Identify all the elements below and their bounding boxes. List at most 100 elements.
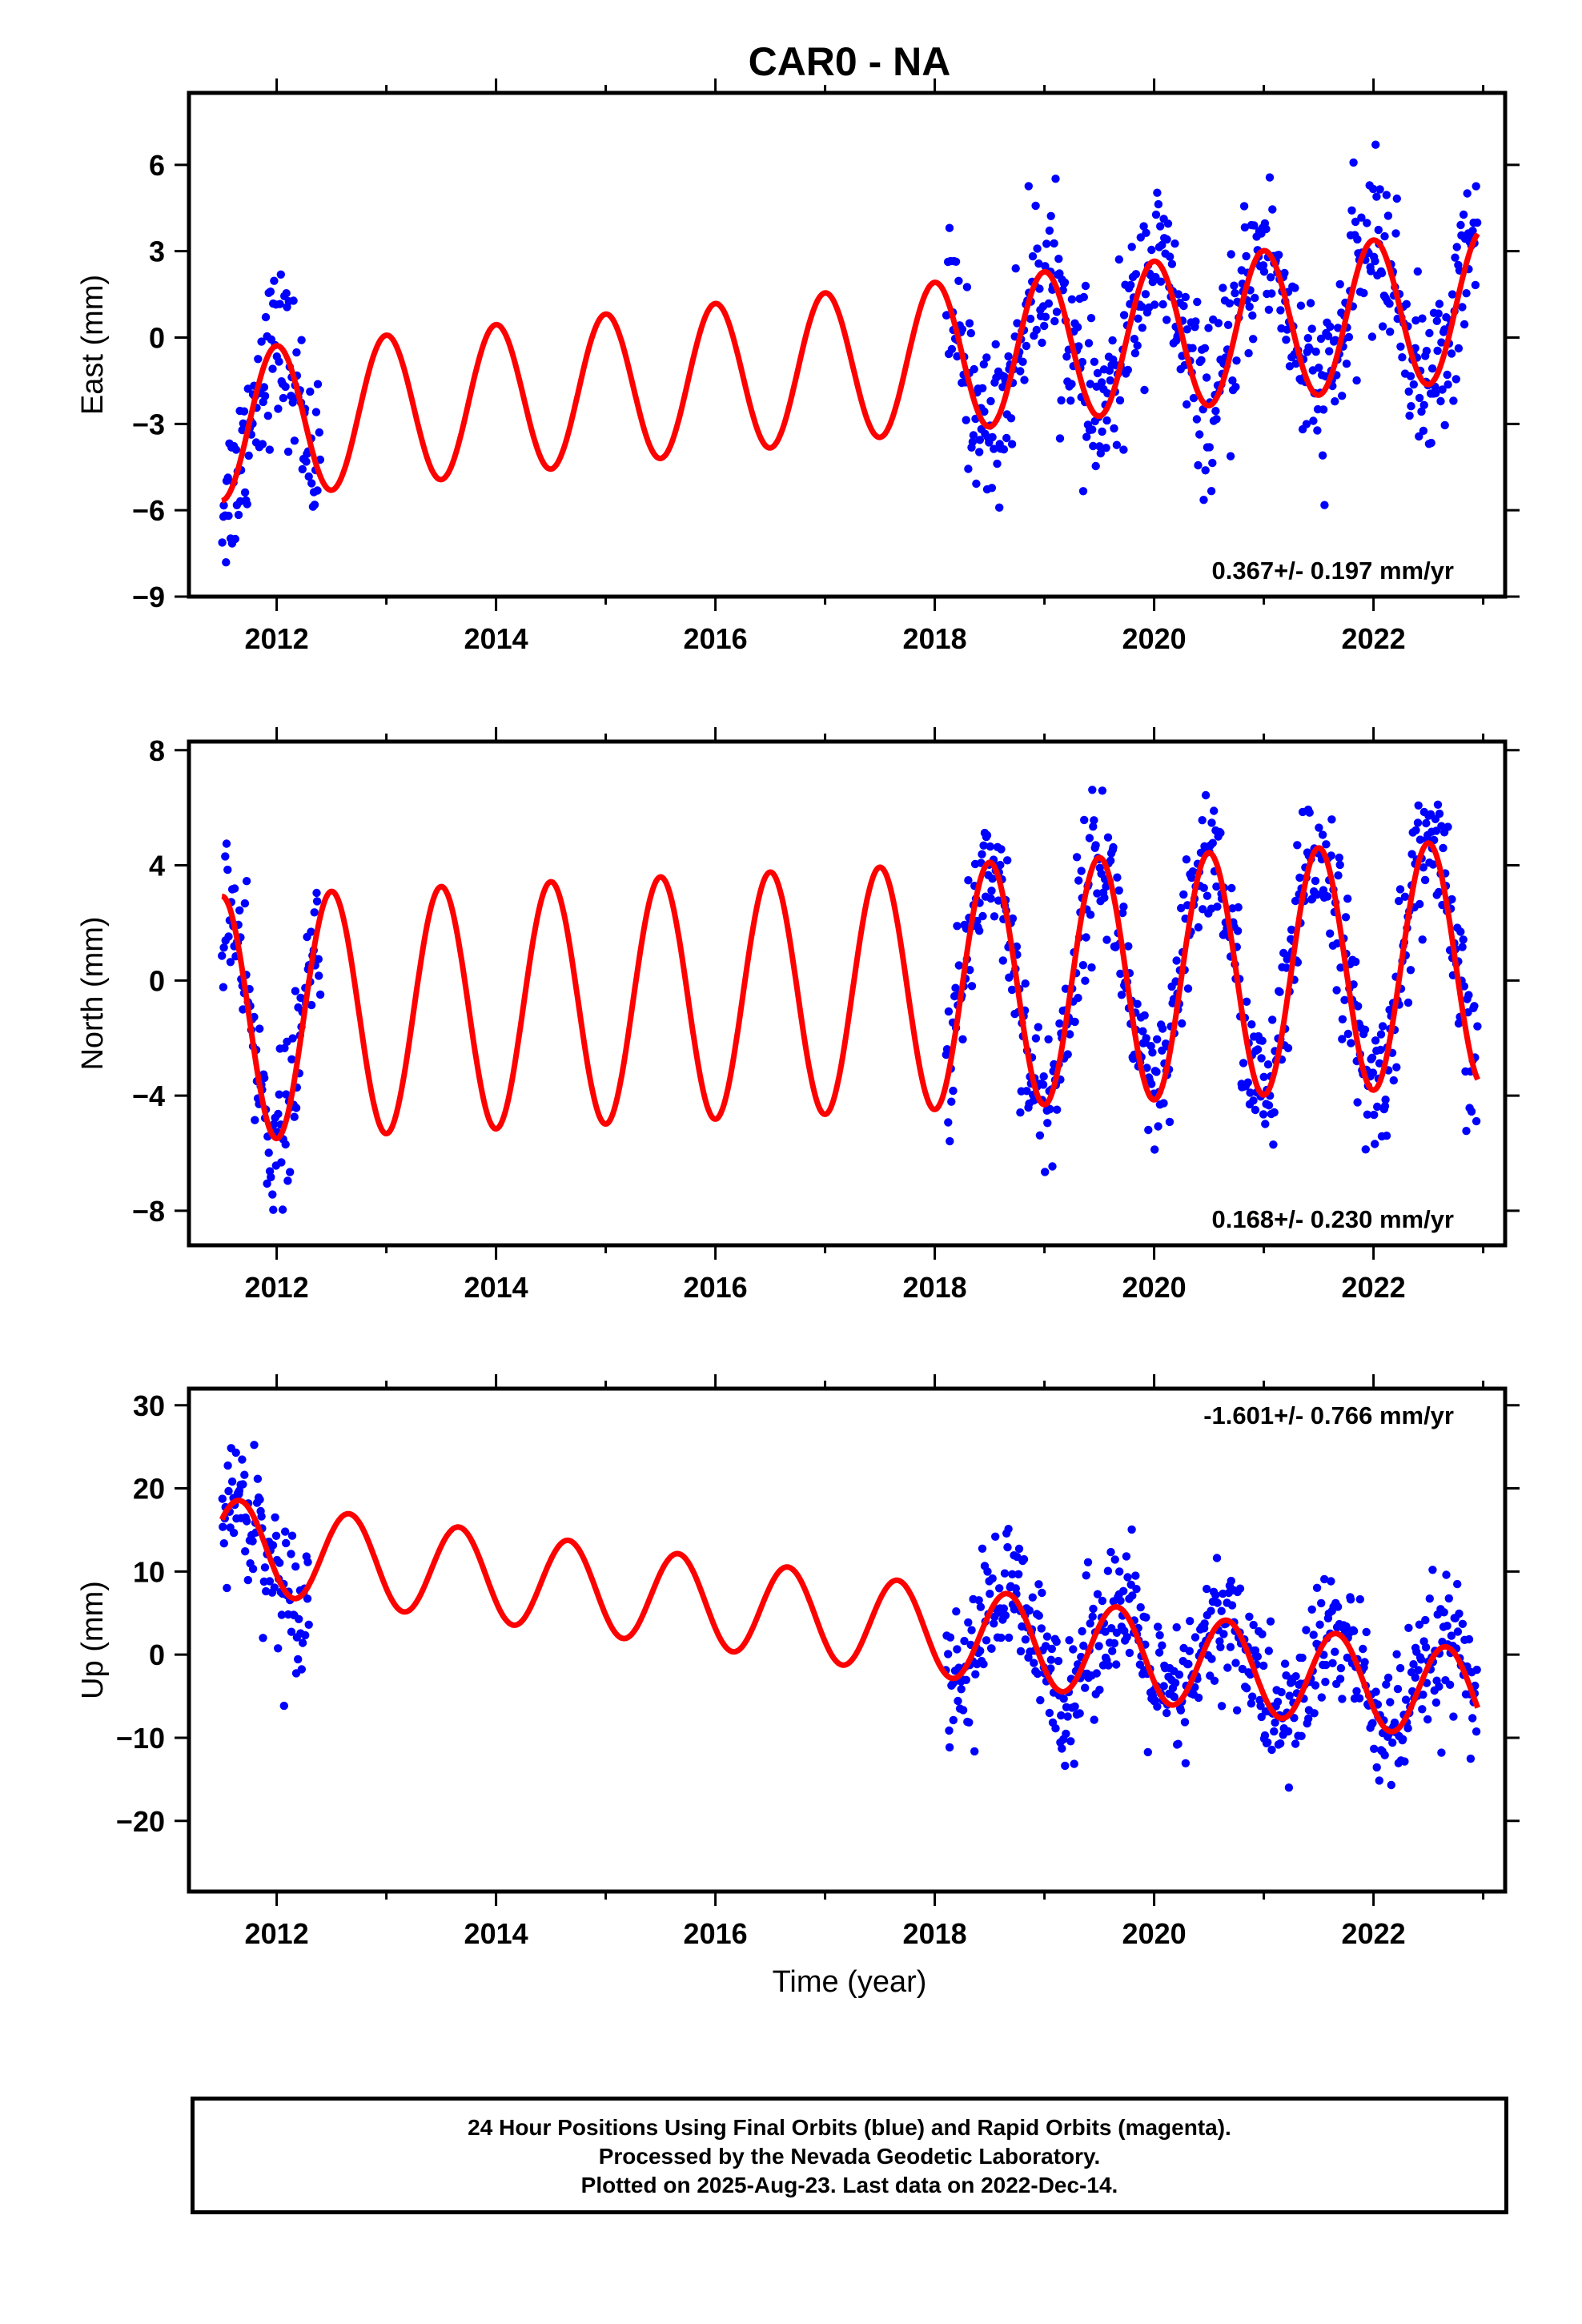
data-point xyxy=(302,457,311,466)
data-point xyxy=(958,1706,968,1715)
data-point xyxy=(1420,875,1430,885)
data-point xyxy=(1421,1642,1431,1652)
data-point xyxy=(1280,268,1289,278)
data-point xyxy=(1021,1635,1030,1644)
data-point xyxy=(1266,1617,1275,1626)
data-point xyxy=(1443,822,1452,831)
data-point xyxy=(1002,433,1011,443)
data-point xyxy=(1331,336,1340,344)
data-point xyxy=(1045,226,1054,235)
data-point xyxy=(1353,1098,1362,1107)
data-point xyxy=(970,364,978,374)
y-axis-label-north: North (mm) xyxy=(76,916,110,1070)
data-point xyxy=(1078,357,1087,367)
data-point xyxy=(1392,1650,1401,1659)
data-point xyxy=(1381,1096,1390,1104)
data-point xyxy=(315,990,325,999)
data-point xyxy=(1371,256,1379,266)
data-point xyxy=(1022,341,1031,351)
data-point xyxy=(980,407,989,416)
data-point xyxy=(1110,1555,1119,1564)
data-point xyxy=(1383,211,1393,220)
data-point xyxy=(1000,1569,1010,1578)
data-point xyxy=(1138,1027,1147,1036)
data-point xyxy=(1123,1573,1132,1582)
y-tick-label: 0 xyxy=(149,1638,165,1671)
data-point xyxy=(1147,1080,1156,1088)
data-point xyxy=(1004,352,1013,361)
data-point xyxy=(1083,1558,1093,1567)
data-point xyxy=(1416,1655,1426,1664)
data-point xyxy=(1264,1101,1274,1110)
data-point xyxy=(1199,496,1208,505)
data-point xyxy=(1318,451,1327,460)
data-point xyxy=(1063,1050,1072,1059)
data-point xyxy=(1435,1682,1443,1691)
data-point xyxy=(978,384,987,392)
data-point xyxy=(1014,1544,1024,1554)
data-point xyxy=(1170,1679,1180,1687)
data-point xyxy=(1344,332,1354,342)
data-point xyxy=(261,312,271,322)
data-point xyxy=(1179,890,1188,899)
data-point xyxy=(1270,1727,1279,1736)
data-point xyxy=(1081,1683,1090,1692)
data-point xyxy=(976,1602,986,1611)
data-point xyxy=(962,283,972,292)
data-point xyxy=(965,319,974,328)
data-point xyxy=(260,392,270,400)
data-point xyxy=(954,1696,962,1706)
data-point xyxy=(259,1634,267,1642)
data-point xyxy=(1265,173,1275,182)
data-point xyxy=(1436,396,1445,406)
data-point xyxy=(1318,830,1327,839)
data-point xyxy=(1411,826,1420,835)
data-point xyxy=(1192,415,1202,424)
data-point xyxy=(1251,293,1259,303)
data-point xyxy=(1033,1669,1042,1679)
data-point xyxy=(1392,194,1402,203)
data-point xyxy=(224,1486,233,1496)
data-point xyxy=(219,501,228,510)
data-point xyxy=(1296,301,1306,310)
data-point xyxy=(1088,786,1097,794)
data-point xyxy=(1404,1623,1413,1633)
data-point xyxy=(1320,1574,1329,1584)
data-point xyxy=(1182,400,1191,409)
data-point xyxy=(231,1448,240,1458)
data-point xyxy=(1327,1577,1335,1586)
data-point xyxy=(1312,1583,1322,1593)
data-point xyxy=(1452,243,1461,251)
data-point xyxy=(1395,896,1403,906)
data-point xyxy=(1186,1617,1195,1626)
x-tick-label: 2016 xyxy=(684,622,748,655)
data-point xyxy=(1159,1682,1168,1691)
data-point xyxy=(243,1517,251,1526)
data-point xyxy=(260,1073,269,1083)
data-point xyxy=(1022,1087,1031,1096)
data-point xyxy=(1371,1036,1380,1045)
data-point xyxy=(1332,986,1341,995)
data-point xyxy=(1442,1570,1451,1579)
data-point xyxy=(1084,339,1094,348)
y-tick-label: −6 xyxy=(132,494,165,527)
data-point xyxy=(952,1607,961,1616)
x-tick-label: 2022 xyxy=(1342,1917,1406,1950)
data-point xyxy=(1307,1605,1316,1614)
data-point xyxy=(1291,1739,1300,1748)
data-point xyxy=(1134,314,1142,323)
data-point xyxy=(1227,883,1236,893)
data-point xyxy=(1447,290,1457,299)
data-point xyxy=(1170,239,1179,248)
data-point xyxy=(1024,182,1034,191)
data-point xyxy=(1046,1104,1054,1114)
data-point xyxy=(277,1610,287,1619)
data-point xyxy=(288,1034,297,1043)
data-point xyxy=(957,1685,966,1694)
data-point xyxy=(1343,1653,1352,1663)
data-point xyxy=(1046,211,1055,220)
data-point xyxy=(1375,1059,1384,1068)
data-point xyxy=(1368,1719,1377,1727)
data-point xyxy=(1417,407,1426,416)
data-point xyxy=(1335,1675,1345,1683)
